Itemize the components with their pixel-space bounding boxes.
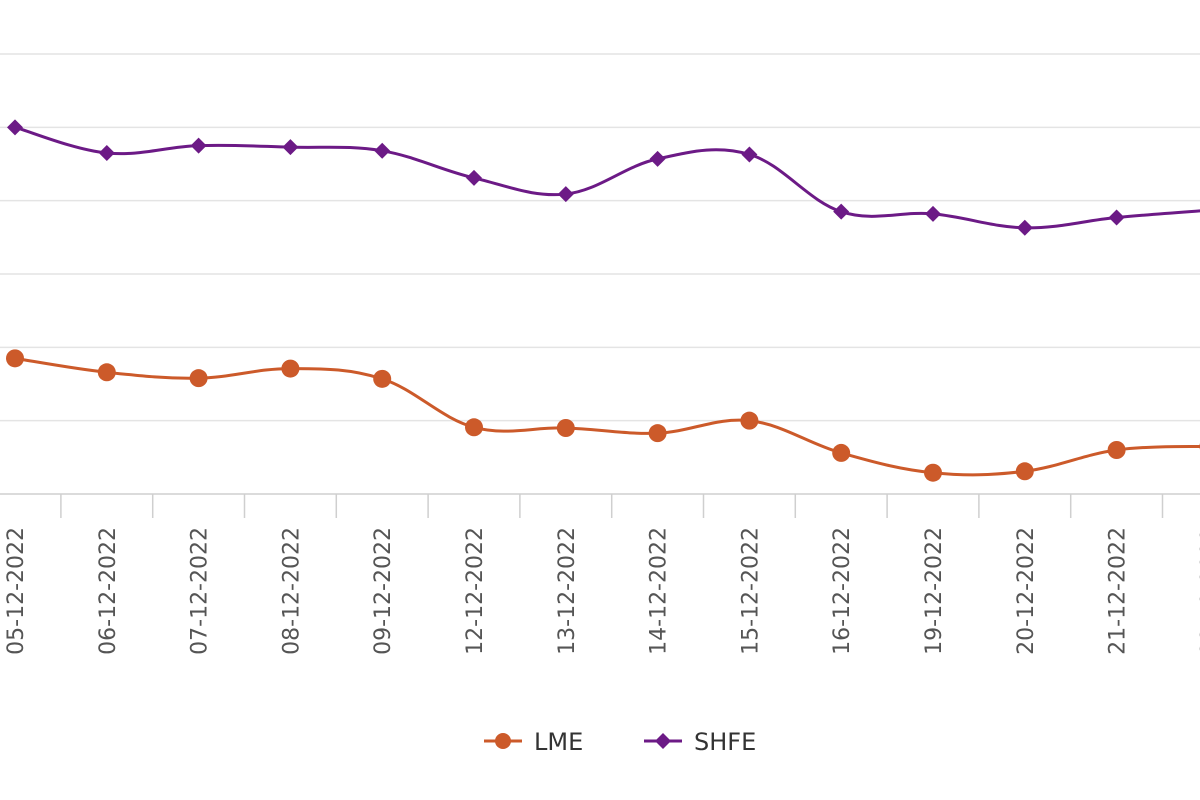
x-tick-label: 07-12-2022 xyxy=(188,527,213,655)
x-axis-tick-labels: 05-12-2022 06-12-2022 07-12-2022 08-12-2022… xyxy=(4,527,1200,655)
x-tick-label: 19-12-2022 xyxy=(922,527,947,655)
series-markers xyxy=(6,119,1200,482)
data-point-lme[interactable] xyxy=(1107,441,1126,459)
data-point-shfe[interactable] xyxy=(741,146,758,163)
data-point-shfe[interactable] xyxy=(98,145,115,161)
x-axis-ticks xyxy=(60,494,1164,518)
data-point-shfe[interactable] xyxy=(374,142,391,159)
data-point-shfe[interactable] xyxy=(466,169,482,186)
legend-item-shfe[interactable]: SHFE xyxy=(644,728,756,756)
legend-lme-label: LME xyxy=(534,728,583,756)
grid-lines xyxy=(0,53,1200,422)
data-point-lme[interactable] xyxy=(6,349,24,368)
data-point-lme[interactable] xyxy=(924,463,942,482)
x-tick-label: 20-12-2022 xyxy=(1014,527,1039,655)
x-tick-label: 22-12-2022 xyxy=(1197,527,1200,655)
data-point-lme[interactable] xyxy=(648,424,667,443)
data-point-shfe[interactable] xyxy=(1108,209,1125,226)
data-point-lme[interactable] xyxy=(832,443,851,462)
data-point-shfe[interactable] xyxy=(925,205,941,222)
data-point-shfe[interactable] xyxy=(557,186,574,203)
x-tick-label: 16-12-2022 xyxy=(830,527,855,655)
data-point-lme[interactable] xyxy=(97,363,116,382)
data-point-lme[interactable] xyxy=(1015,462,1034,481)
x-tick-label: 15-12-2022 xyxy=(738,527,763,655)
data-point-lme[interactable] xyxy=(740,411,759,430)
data-point-shfe[interactable] xyxy=(190,137,207,154)
x-tick-label: 09-12-2022 xyxy=(371,527,396,655)
data-point-lme[interactable] xyxy=(189,369,208,388)
data-point-shfe[interactable] xyxy=(282,139,299,156)
data-point-shfe[interactable] xyxy=(649,150,666,167)
x-tick-label: 08-12-2022 xyxy=(279,527,304,655)
data-point-shfe[interactable] xyxy=(7,119,23,136)
data-point-lme[interactable] xyxy=(556,419,575,437)
legend-lme-marker xyxy=(495,733,511,749)
data-point-lme[interactable] xyxy=(281,359,300,378)
x-tick-label: 06-12-2022 xyxy=(96,527,121,655)
series-lines xyxy=(14,125,1200,477)
data-point-lme[interactable] xyxy=(373,369,392,388)
x-tick-label: 13-12-2022 xyxy=(555,527,580,655)
x-tick-label: 12-12-2022 xyxy=(463,527,488,655)
series-line-shfe xyxy=(14,125,1200,230)
x-tick-label: 05-12-2022 xyxy=(4,527,29,655)
data-point-shfe[interactable] xyxy=(1016,219,1033,236)
legend-shfe-marker xyxy=(655,733,671,749)
series-line-lme xyxy=(14,356,1200,477)
x-tick-label: 14-12-2022 xyxy=(647,527,672,655)
legend[interactable]: LME SHFE xyxy=(484,728,756,756)
data-point-shfe[interactable] xyxy=(833,203,850,220)
data-point-lme[interactable] xyxy=(465,418,483,437)
x-tick-label: 21-12-2022 xyxy=(1106,527,1131,655)
legend-item-lme[interactable]: LME xyxy=(484,728,583,756)
legend-shfe-label: SHFE xyxy=(694,728,756,756)
